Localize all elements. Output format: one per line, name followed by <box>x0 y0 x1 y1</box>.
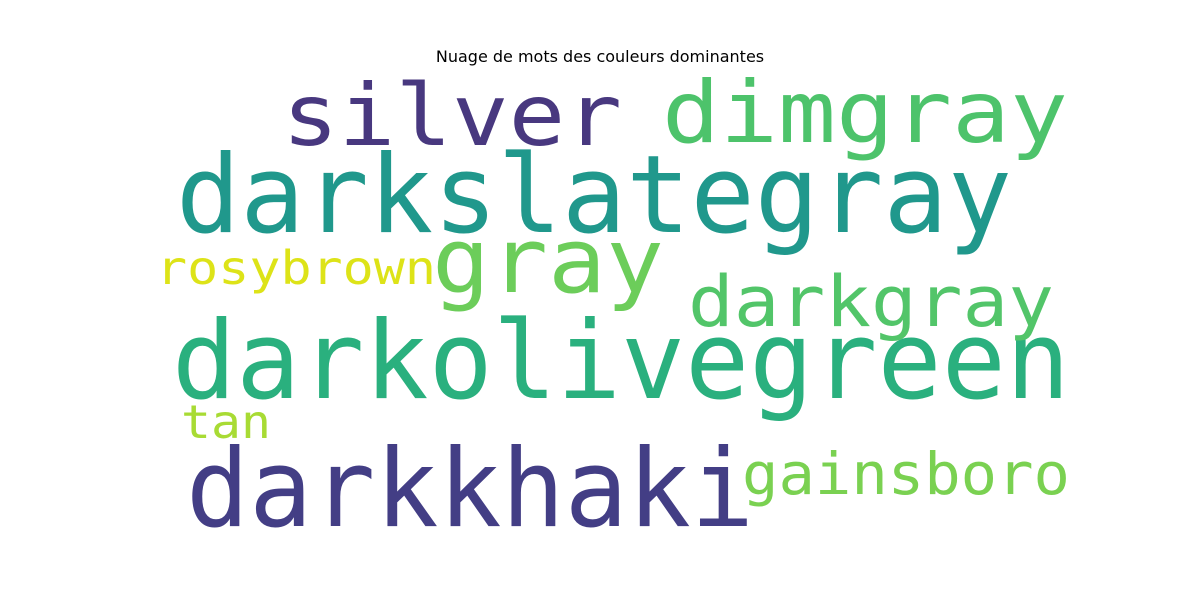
word-gainsboro: gainsboro <box>742 440 1070 508</box>
word-rosybrown: rosybrown <box>156 241 436 295</box>
chart-title: Nuage de mots des couleurs dominantes <box>435 47 765 66</box>
word-silver: silver <box>282 66 622 166</box>
word-darkolivegreen: darkolivegreen <box>172 299 1070 424</box>
word-tan: tan <box>181 395 271 449</box>
word-dimgray: dimgray <box>662 63 1068 163</box>
word-darkgray: darkgray <box>688 261 1054 343</box>
word-darkkhaki: darkkhaki <box>186 427 754 552</box>
word-darkslategray: darkslategray <box>176 133 1012 258</box>
word-gray: gray <box>432 209 664 314</box>
